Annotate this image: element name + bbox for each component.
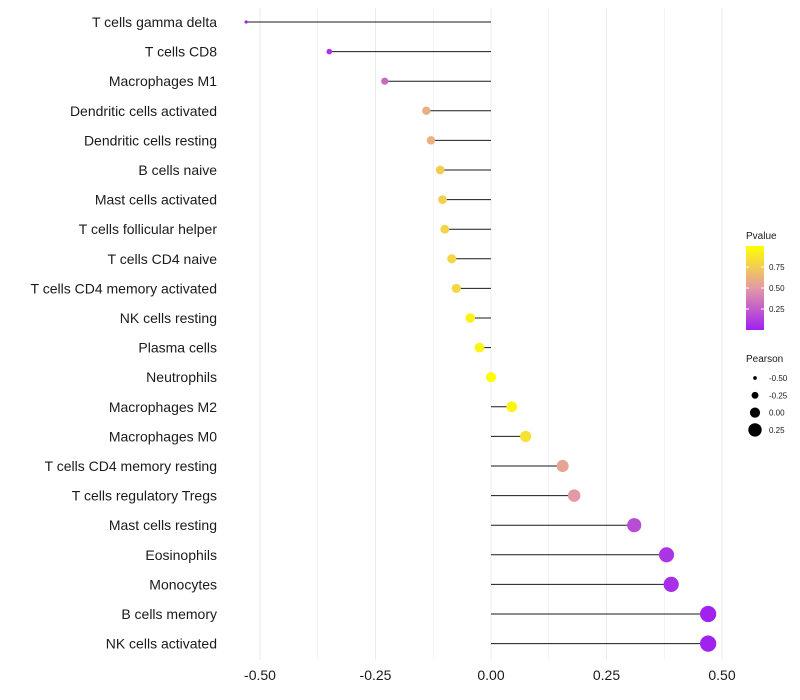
data-point — [520, 430, 532, 442]
pvalue-legend: Pvalue 0.25 0.50 0.75 — [746, 231, 785, 330]
data-point — [435, 165, 445, 175]
data-point — [567, 489, 581, 502]
data-point — [381, 77, 389, 85]
pearson-legend: Pearson -0.50 -0.25 0.00 0.25 — [746, 354, 788, 437]
y-tick-label: Dendritic cells activated — [70, 103, 217, 119]
data-point — [485, 372, 497, 383]
y-tick-label: Macrophages M0 — [109, 428, 217, 444]
y-tick-label: Eosinophils — [145, 547, 217, 563]
data-point — [440, 224, 450, 234]
x-tick-label: 0.00 — [477, 667, 504, 683]
pearson-legend-label: 0.00 — [769, 409, 785, 418]
pearson-legend-label: -0.25 — [769, 391, 788, 400]
data-point — [556, 459, 569, 473]
stems-layer — [246, 21, 709, 645]
y-tick-label: Neutrophils — [146, 369, 217, 385]
data-point — [659, 547, 675, 563]
data-point — [506, 401, 518, 413]
y-tick-label: Macrophages M1 — [109, 73, 217, 89]
y-tick-label: T cells CD8 — [145, 44, 217, 60]
data-point — [700, 635, 717, 652]
x-axis: -0.50 -0.25 0.00 0.25 0.50 — [244, 667, 736, 683]
y-tick-label: Macrophages M2 — [109, 399, 217, 415]
data-point — [426, 136, 436, 145]
y-tick-label: NK cells activated — [106, 636, 217, 652]
data-point — [451, 283, 461, 293]
pvalue-legend-label: 0.25 — [769, 305, 785, 314]
y-tick-label: Monocytes — [149, 576, 217, 592]
y-tick-label: T cells gamma delta — [92, 14, 217, 30]
grid-layer — [259, 8, 723, 660]
y-tick-label: Plasma cells — [138, 340, 217, 356]
data-point — [326, 48, 333, 55]
pearson-legend-label: -0.50 — [769, 374, 788, 383]
x-tick-label: -0.25 — [360, 667, 392, 683]
y-tick-label: B cells naive — [138, 162, 217, 178]
x-tick-label: 0.25 — [593, 667, 620, 683]
x-tick-label: -0.50 — [244, 667, 276, 683]
pearson-legend-key — [748, 423, 762, 437]
points-layer — [244, 20, 717, 652]
data-point — [663, 576, 679, 593]
y-tick-label: Mast cells activated — [95, 192, 217, 208]
data-point — [244, 20, 248, 24]
data-point — [447, 254, 457, 264]
pvalue-legend-title: Pvalue — [746, 231, 777, 242]
y-tick-label: T cells regulatory Tregs — [72, 488, 217, 504]
y-tick-label: T cells CD4 memory resting — [45, 458, 217, 474]
pearson-legend-key — [751, 391, 759, 399]
pvalue-colorbar — [746, 246, 764, 330]
y-tick-label: T cells CD4 memory activated — [31, 280, 217, 296]
pvalue-legend-label: 0.75 — [769, 263, 785, 272]
data-point — [438, 195, 447, 204]
x-tick-label: 0.50 — [708, 667, 735, 683]
pearson-legend-key — [749, 407, 761, 418]
y-tick-label: Mast cells resting — [109, 517, 217, 533]
y-tick-label: NK cells resting — [120, 310, 217, 326]
pearson-legend-title: Pearson — [746, 354, 783, 365]
pvalue-legend-label: 0.50 — [769, 284, 785, 293]
pearson-legend-label: 0.25 — [769, 426, 785, 435]
pearson-legend-key — [753, 376, 757, 380]
y-tick-label: B cells memory — [121, 606, 217, 622]
data-point — [627, 518, 642, 533]
data-point — [465, 313, 475, 323]
data-point — [422, 106, 431, 115]
y-tick-label: T cells follicular helper — [79, 221, 218, 237]
y-tick-label: Dendritic cells resting — [84, 132, 217, 148]
y-tick-label: T cells CD4 naive — [108, 251, 218, 267]
data-point — [700, 605, 717, 623]
data-point — [474, 342, 485, 353]
y-axis: T cells gamma delta T cells CD8 Macrophage… — [31, 14, 218, 652]
